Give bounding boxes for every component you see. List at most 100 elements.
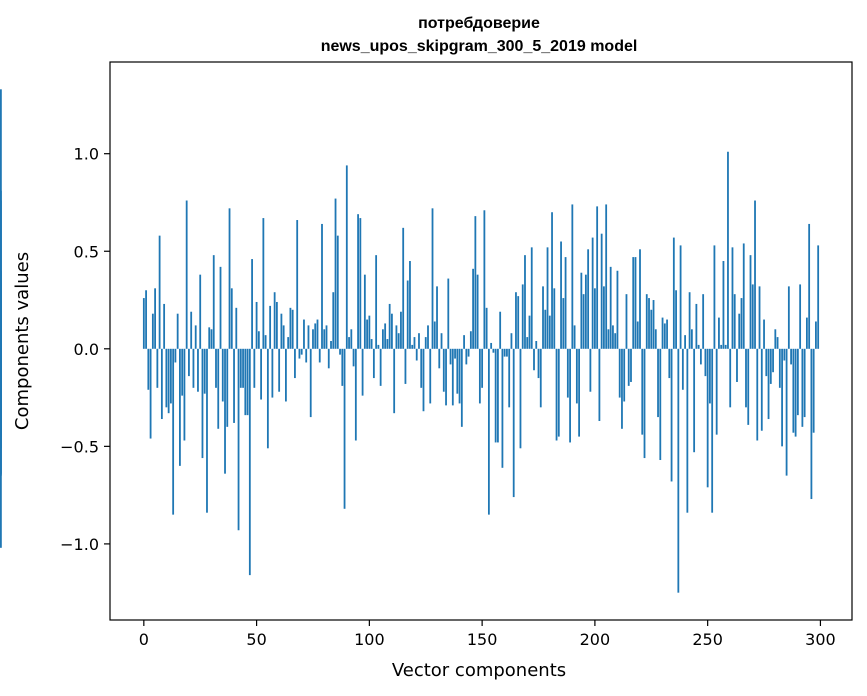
bar — [199, 274, 202, 349]
bar — [483, 210, 486, 349]
bar — [803, 348, 806, 418]
bar — [169, 348, 172, 404]
bar — [580, 272, 583, 349]
bar — [727, 151, 729, 349]
bar — [305, 348, 308, 363]
bar — [521, 284, 524, 349]
bar — [670, 348, 673, 482]
bar — [817, 245, 820, 349]
bar — [609, 266, 612, 349]
bar — [445, 348, 447, 406]
bar — [454, 348, 456, 359]
bar — [490, 342, 493, 349]
bar — [690, 329, 693, 349]
bar — [695, 303, 698, 349]
bar — [206, 348, 208, 513]
bar — [524, 255, 526, 349]
bar — [366, 319, 368, 349]
bar — [431, 208, 434, 349]
bar — [174, 348, 177, 363]
bar — [463, 335, 465, 349]
bar — [235, 307, 238, 349]
bar — [787, 286, 790, 349]
bar — [303, 319, 305, 349]
bar — [668, 348, 671, 379]
bar — [627, 348, 630, 386]
bar — [582, 294, 585, 349]
bar — [375, 255, 378, 349]
bar — [636, 321, 639, 349]
bar — [607, 329, 610, 349]
bar — [724, 344, 727, 349]
bar — [451, 348, 454, 406]
bar — [154, 288, 156, 349]
bar — [253, 348, 256, 388]
bar — [781, 348, 783, 447]
bar — [639, 249, 641, 349]
bar — [429, 348, 432, 404]
bar — [566, 348, 569, 398]
bar — [539, 348, 542, 408]
bar — [228, 208, 231, 349]
bar — [569, 348, 571, 443]
bar — [440, 333, 443, 349]
bar — [785, 348, 788, 476]
bar — [535, 341, 538, 349]
bar — [147, 348, 150, 390]
bar — [354, 348, 357, 441]
bar — [395, 325, 398, 349]
x-tick-label: 0 — [139, 630, 149, 649]
bar — [278, 348, 281, 392]
bar — [339, 348, 341, 355]
bar — [472, 268, 474, 349]
bar — [190, 311, 193, 349]
bar — [352, 348, 355, 367]
bar — [815, 321, 817, 349]
bar — [368, 315, 371, 349]
x-tick-label: 100 — [354, 630, 385, 649]
bar — [715, 348, 718, 435]
bar — [151, 313, 154, 349]
bar — [679, 245, 682, 349]
bar — [251, 259, 253, 349]
bar — [492, 348, 495, 353]
bar — [799, 284, 802, 349]
bar — [551, 212, 553, 349]
bar — [709, 348, 711, 404]
bar — [244, 348, 247, 416]
bar — [165, 348, 168, 408]
bar — [747, 348, 750, 425]
bar — [794, 348, 797, 437]
bar — [0, 200, 2, 349]
bar — [427, 325, 429, 349]
bar — [212, 255, 215, 349]
bar — [264, 335, 267, 349]
bar — [456, 348, 459, 394]
bar — [172, 348, 175, 515]
bar — [699, 348, 702, 365]
bar — [357, 214, 359, 349]
bar — [760, 348, 763, 431]
bar — [298, 348, 301, 359]
bar — [185, 200, 188, 349]
bar — [192, 348, 195, 388]
bar — [469, 331, 472, 349]
bar — [632, 257, 635, 349]
bar — [415, 348, 418, 361]
bar — [309, 348, 312, 418]
bar — [262, 218, 265, 349]
bar — [336, 235, 339, 349]
bar — [280, 313, 283, 349]
bar — [616, 270, 619, 349]
bar — [350, 329, 353, 349]
bar — [400, 311, 402, 349]
bar — [720, 344, 723, 349]
bar — [544, 309, 547, 349]
bar — [731, 247, 734, 349]
x-tick-label: 300 — [805, 630, 836, 649]
bar — [158, 235, 161, 349]
bar — [774, 329, 777, 349]
bar — [548, 315, 551, 349]
bar — [406, 280, 409, 349]
